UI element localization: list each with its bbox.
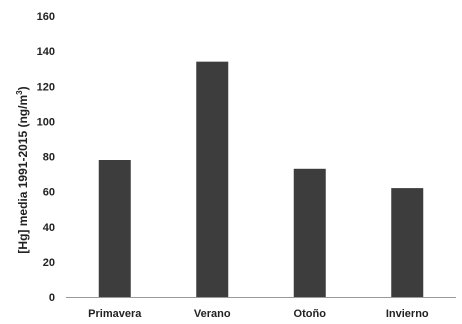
y-tick-label: 20 [43,257,55,269]
y-tick-label: 60 [43,187,55,199]
bar-verano [196,61,229,297]
y-axis-ticks: 0 20 40 60 80 100 120 140 160 [37,11,55,304]
y-tick-label: 80 [43,152,55,164]
x-tick-label: Otoño [294,308,327,320]
y-tick-label: 160 [37,11,55,23]
y-tick-label: 0 [49,292,55,304]
y-tick-label: 120 [37,81,55,93]
x-axis-labels: Primavera Verano Otoño Invierno [88,308,429,320]
y-axis-title: [Hg] media 1991-2015 (ng/m3) [15,86,30,253]
y-tick-label: 40 [43,222,55,234]
x-tick-label: Primavera [88,308,142,320]
bar-invierno [391,188,424,297]
x-tick-label: Verano [194,308,231,320]
bars [98,61,424,297]
bar-otoño [293,168,326,297]
x-tick-label: Invierno [386,308,429,320]
bar-primavera [98,160,131,297]
y-tick-label: 140 [37,46,55,58]
y-tick-label: 100 [37,116,55,128]
